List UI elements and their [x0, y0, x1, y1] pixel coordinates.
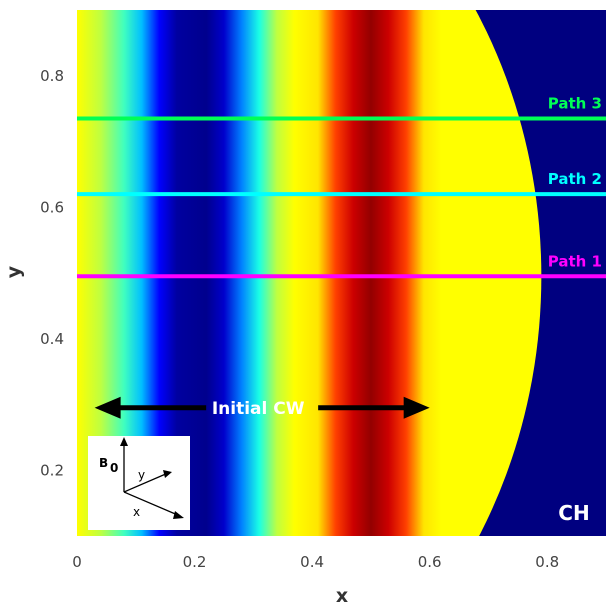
- axes-inset: B 0 y x: [88, 436, 190, 530]
- region-label: CH: [558, 501, 589, 525]
- x-tick-label: 0.6: [418, 553, 442, 571]
- x-tick-label: 0.2: [183, 553, 207, 571]
- x-tick-label: 0.4: [300, 553, 324, 571]
- x-tick-labels: 0 0.2 0.4 0.6 0.8: [72, 553, 559, 571]
- b0-arrowhead-icon: [120, 437, 128, 446]
- y-tick-label: 0.4: [40, 330, 64, 348]
- path-label-1: Path 1: [548, 252, 602, 270]
- b0-label: B: [99, 456, 108, 470]
- y-axis-label: y: [3, 265, 25, 278]
- y-tick-label: 0.8: [40, 67, 64, 85]
- inset-y-label: y: [138, 468, 145, 482]
- cw-arrowhead-left: [94, 396, 121, 419]
- paths-layer: Path 1 Path 2 Path 3: [77, 94, 606, 279]
- x-tick-label: 0.8: [535, 553, 559, 571]
- b0-subscript: 0: [110, 461, 118, 475]
- path-label-2: Path 2: [548, 170, 602, 188]
- inset-box: [88, 436, 190, 530]
- cw-label: Initial CW: [212, 399, 305, 419]
- x-arrowhead-icon: [173, 511, 184, 519]
- cw-annotation: Initial CW: [94, 396, 430, 419]
- x-axis-icon: [123, 491, 181, 517]
- inset-x-label: x: [133, 505, 140, 519]
- cw-arrowhead-right: [403, 396, 430, 419]
- x-axis-label: x: [336, 585, 348, 604]
- y-tick-label: 0.2: [40, 461, 64, 479]
- path-label-3: Path 3: [548, 94, 602, 112]
- y-tick-labels: 0.2 0.4 0.6 0.8: [40, 67, 64, 480]
- y-tick-label: 0.6: [40, 198, 64, 216]
- y-axis-icon: [123, 472, 169, 493]
- x-tick-label: 0: [72, 553, 82, 571]
- y-arrowhead-icon: [163, 470, 172, 478]
